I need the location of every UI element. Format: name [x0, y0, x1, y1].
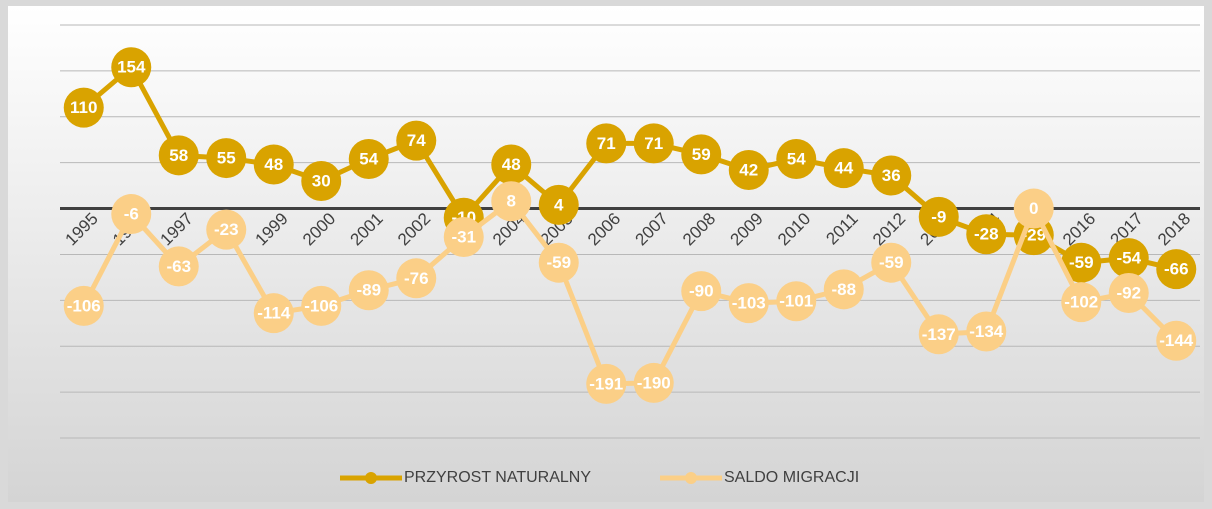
data-label: -31: [451, 227, 476, 246]
data-label: -9: [931, 207, 946, 226]
point: [253, 293, 294, 334]
data-label: 48: [502, 155, 521, 174]
data-label: 154: [117, 58, 146, 77]
point: [728, 283, 769, 324]
point: [111, 47, 152, 88]
point: [396, 120, 437, 161]
point: [443, 217, 484, 258]
legend-label: SALDO MIGRACJI: [724, 469, 859, 486]
point: [728, 150, 769, 191]
point: [1156, 320, 1197, 361]
point: [776, 281, 817, 322]
point: [966, 214, 1007, 255]
data-label: -106: [304, 296, 338, 315]
data-label: -106: [67, 296, 101, 315]
data-label: -88: [831, 280, 856, 299]
data-label: 48: [264, 155, 283, 174]
data-label: -134: [969, 322, 1004, 341]
point: [586, 123, 627, 164]
point: [538, 242, 579, 283]
point: [681, 271, 722, 312]
point: [823, 269, 864, 310]
point: [1013, 188, 1054, 229]
data-label: -59: [879, 253, 904, 272]
data-label: -101: [779, 292, 813, 311]
data-label: 58: [169, 146, 188, 165]
point: [871, 242, 912, 283]
data-label: -191: [589, 374, 623, 393]
data-label: -144: [1159, 331, 1194, 350]
point: [111, 194, 152, 235]
point: [206, 138, 247, 179]
data-label: 36: [882, 166, 901, 185]
point: [63, 87, 104, 128]
point: [158, 246, 199, 287]
point: [776, 138, 817, 179]
data-label: -103: [732, 294, 766, 313]
point: [918, 314, 959, 355]
data-label: 44: [834, 159, 853, 178]
legend-label: PRZYROST NATURALNY: [404, 469, 591, 486]
point: [1061, 282, 1102, 323]
legend-marker: [365, 472, 377, 484]
point: [871, 155, 912, 196]
data-label: -102: [1064, 293, 1098, 312]
point: [301, 161, 342, 202]
point: [301, 285, 342, 326]
data-label: -90: [689, 282, 714, 301]
data-label: 55: [217, 149, 236, 168]
point: [206, 209, 247, 250]
data-label: -59: [546, 253, 571, 272]
point: [1061, 242, 1102, 283]
data-label: -63: [166, 257, 191, 276]
data-label: 4: [554, 195, 564, 214]
point: [966, 311, 1007, 352]
point: [396, 258, 437, 299]
data-label: -92: [1116, 283, 1141, 302]
point: [348, 138, 389, 179]
data-label: 0: [1029, 199, 1038, 218]
data-label: -66: [1164, 260, 1189, 279]
data-label: 54: [787, 149, 806, 168]
data-label: 71: [597, 134, 616, 153]
data-label: -114: [257, 304, 291, 323]
data-label: -6: [124, 205, 139, 224]
data-label: 8: [507, 192, 516, 211]
point: [63, 285, 104, 326]
data-label: -89: [356, 281, 381, 300]
point: [491, 181, 532, 222]
point: [918, 196, 959, 237]
point: [633, 362, 674, 403]
point: [633, 123, 674, 164]
point: [538, 184, 579, 225]
data-label: 42: [739, 160, 758, 179]
point: [681, 134, 722, 175]
data-label: -137: [922, 325, 956, 344]
data-label: -28: [974, 225, 999, 244]
data-label: -76: [404, 269, 429, 288]
point: [491, 144, 532, 185]
point: [586, 363, 627, 404]
data-label: 71: [644, 134, 663, 153]
point: [1156, 249, 1197, 290]
data-label: 110: [70, 98, 97, 117]
point: [823, 148, 864, 189]
point: [253, 144, 294, 185]
data-label: -59: [1069, 253, 1094, 272]
data-label: 54: [359, 149, 378, 168]
point: [1108, 238, 1149, 279]
data-label: -54: [1116, 249, 1141, 268]
point: [1108, 272, 1149, 313]
legend-marker: [685, 472, 697, 484]
data-label: -190: [637, 373, 671, 392]
data-label: -23: [214, 220, 239, 239]
point: [158, 135, 199, 176]
point: [348, 270, 389, 311]
data-label: 74: [407, 131, 426, 150]
data-label: 30: [312, 172, 331, 191]
data-label: 59: [692, 145, 711, 164]
